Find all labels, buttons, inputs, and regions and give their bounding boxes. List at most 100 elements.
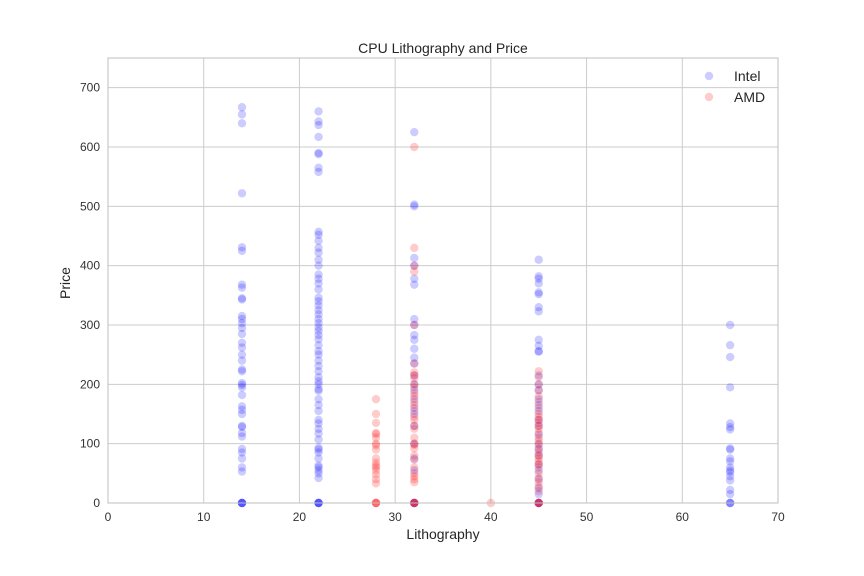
data-point <box>410 463 419 472</box>
data-point <box>314 380 323 389</box>
data-point <box>314 461 323 470</box>
data-point <box>410 200 419 209</box>
data-point <box>725 444 735 453</box>
data-point <box>534 400 543 410</box>
data-point <box>534 386 543 395</box>
data-point <box>410 383 419 392</box>
data-point <box>534 466 543 475</box>
data-point <box>410 243 419 253</box>
data-point <box>237 283 247 292</box>
y-tick-label: 700 <box>80 81 100 95</box>
data-point <box>410 409 419 419</box>
data-point <box>410 274 419 283</box>
data-point <box>237 350 247 359</box>
x-axis-label: Lithography <box>406 526 479 542</box>
data-point <box>314 384 323 394</box>
data-point <box>534 412 543 422</box>
data-point <box>314 454 323 463</box>
data-point <box>410 320 419 330</box>
data-point <box>314 301 323 310</box>
data-point <box>534 475 543 484</box>
data-point <box>410 389 419 398</box>
data-point <box>534 403 543 413</box>
data-point <box>725 489 735 499</box>
data-point <box>534 373 543 382</box>
y-axis-label: Price <box>57 267 73 299</box>
data-point <box>371 428 381 438</box>
data-point <box>314 326 323 336</box>
data-point <box>371 461 381 470</box>
data-point <box>237 110 247 119</box>
data-point <box>314 297 323 306</box>
data-point <box>534 406 543 416</box>
data-point <box>314 340 323 350</box>
data-point <box>725 422 735 432</box>
data-point <box>534 486 543 496</box>
data-point <box>314 356 323 365</box>
data-point <box>410 314 419 324</box>
data-point <box>314 285 323 294</box>
data-point <box>534 380 543 389</box>
data-point <box>314 293 323 302</box>
data-point <box>534 457 543 466</box>
y-tick-label: 200 <box>80 377 100 391</box>
data-point <box>410 261 419 270</box>
data-point <box>314 255 323 264</box>
data-point <box>314 377 323 386</box>
plot-frame <box>107 57 779 504</box>
data-point <box>534 274 543 283</box>
data-point <box>534 473 543 483</box>
data-point <box>371 441 381 450</box>
data-point <box>725 445 735 454</box>
data-point <box>725 485 735 495</box>
data-point <box>534 451 543 460</box>
data-point <box>314 330 323 340</box>
y-axis-ticks: 0 100 200 300 400 500 600 700 <box>80 81 100 510</box>
data-point <box>410 267 419 276</box>
data-point <box>410 412 419 422</box>
legend-label: AMD <box>734 89 765 105</box>
series-intel <box>237 103 735 508</box>
data-point <box>410 371 419 380</box>
data-point <box>534 454 543 463</box>
data-point <box>410 371 419 380</box>
data-point <box>371 445 381 454</box>
data-point <box>314 335 323 344</box>
data-point <box>725 419 735 428</box>
data-point <box>371 470 381 479</box>
data-point <box>314 227 323 237</box>
data-point <box>314 400 323 410</box>
data-point <box>237 311 247 321</box>
x-tick-label: 0 <box>105 510 112 524</box>
data-point <box>314 279 323 288</box>
data-point <box>410 400 419 410</box>
data-point <box>371 394 381 404</box>
data-point <box>314 463 323 472</box>
data-point <box>314 473 323 483</box>
data-point <box>410 127 419 137</box>
data-point <box>410 475 419 484</box>
data-point <box>314 367 323 376</box>
data-point <box>371 466 381 475</box>
data-point <box>314 305 323 315</box>
data-point <box>237 367 247 376</box>
data-point <box>534 346 543 356</box>
data-point <box>410 330 419 340</box>
data-point <box>410 392 419 401</box>
data-point <box>371 429 381 439</box>
data-point <box>534 445 543 454</box>
data-point <box>410 397 419 407</box>
y-tick-label: 0 <box>93 496 100 510</box>
data-point <box>410 353 419 362</box>
data-point <box>314 236 323 245</box>
y-tick-label: 100 <box>80 437 100 451</box>
data-point <box>314 270 323 279</box>
data-point <box>725 425 735 434</box>
data-point <box>410 374 419 383</box>
data-point <box>410 253 419 263</box>
data-point <box>534 460 543 469</box>
data-point <box>410 439 419 448</box>
data-point <box>534 489 543 499</box>
data-point <box>410 335 419 345</box>
data-point <box>237 448 247 457</box>
